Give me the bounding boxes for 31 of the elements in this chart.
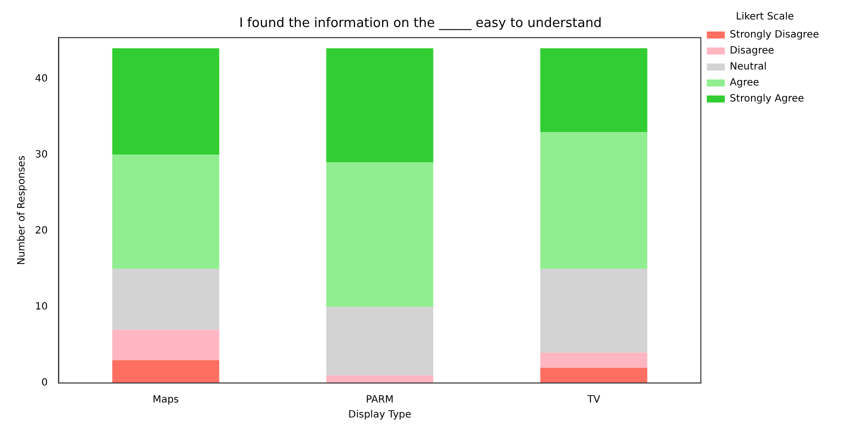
bar [112,154,220,269]
legend-label: Neutral [730,62,767,73]
x-tick-label: Maps [152,394,179,406]
y-tick-label: 30 [34,149,48,160]
y-tick-label: 0 [41,378,48,389]
legend-label: Agree [730,78,760,89]
chart-title: I found the information on the _____ easy to understand [239,16,602,32]
bar [540,48,648,132]
legend-label: Strongly Agree [730,94,804,105]
x-axis-title: Display Type [348,410,412,421]
x-tick-label: PARM [366,394,394,406]
bar [326,306,434,376]
bar [540,368,648,383]
bar [112,268,220,330]
bar [540,352,648,368]
bar [326,48,434,162]
bar [540,268,648,353]
y-axis-title: Number of Responses [16,156,28,266]
legend-label: Disagree [730,46,774,57]
bar [112,360,220,383]
bar [112,48,220,155]
bar [112,330,220,360]
legend-title: Likert Scale [736,12,794,23]
bar [326,375,434,383]
y-tick-label: 10 [34,302,48,313]
y-tick-label: 20 [34,225,48,236]
bar [540,132,648,269]
legend-label: Strongly Disagree [730,30,820,41]
x-tick-label: TV [586,394,600,406]
bar [326,162,434,307]
y-tick-label: 40 [34,73,48,84]
